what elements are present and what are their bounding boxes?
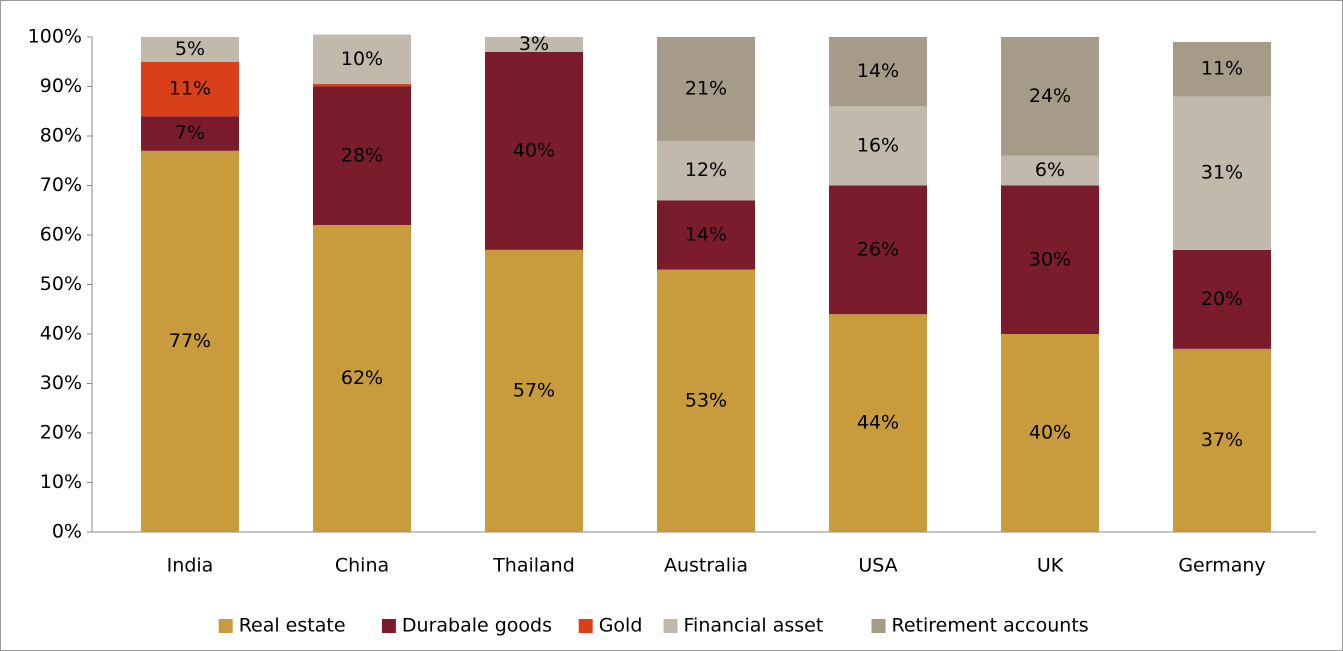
bar-segment bbox=[829, 314, 927, 532]
bar-segment bbox=[1001, 334, 1099, 532]
legend-label: Durabale goods bbox=[402, 615, 552, 637]
bar-segment bbox=[313, 84, 411, 87]
bar-segment bbox=[313, 34, 411, 85]
data-label: 30% bbox=[1029, 248, 1071, 270]
x-tick-label: UK bbox=[1037, 555, 1064, 577]
data-label: 53% bbox=[685, 389, 727, 411]
legend-swatch bbox=[381, 619, 396, 633]
x-tick-label: Thailand bbox=[492, 555, 575, 577]
data-label: 5% bbox=[175, 38, 205, 60]
legend-label: Retirement accounts bbox=[892, 615, 1089, 637]
y-tick-label: 10% bbox=[40, 471, 82, 493]
data-label: 31% bbox=[1201, 162, 1243, 184]
bar-segment bbox=[313, 225, 411, 532]
bar-segment bbox=[141, 116, 239, 151]
bar-segment bbox=[1173, 348, 1271, 532]
data-label: 26% bbox=[857, 238, 899, 260]
y-tick-label: 100% bbox=[28, 26, 82, 48]
bar-segment bbox=[829, 37, 927, 107]
legend-label: Gold bbox=[599, 615, 643, 637]
bar-segment bbox=[657, 200, 755, 270]
y-tick-label: 70% bbox=[40, 174, 82, 196]
bar-segment bbox=[1173, 249, 1271, 349]
data-label: 57% bbox=[513, 379, 555, 401]
bar-segment bbox=[1001, 185, 1099, 334]
bar-segment bbox=[485, 37, 583, 52]
data-label: 24% bbox=[1029, 85, 1071, 107]
bar-segment bbox=[657, 140, 755, 201]
data-label: 40% bbox=[513, 139, 555, 161]
legend-swatch bbox=[218, 619, 233, 633]
x-tick-label: Germany bbox=[1178, 555, 1265, 577]
y-tick-label: 90% bbox=[40, 75, 82, 97]
data-label: 37% bbox=[1201, 429, 1243, 451]
data-label: 40% bbox=[1029, 422, 1071, 444]
data-label: 11% bbox=[1201, 58, 1243, 80]
bar-segment bbox=[657, 37, 755, 141]
legend-label: Real estate bbox=[239, 615, 346, 637]
y-tick-label: 40% bbox=[40, 323, 82, 345]
data-label: 12% bbox=[685, 159, 727, 181]
x-tick-label: China bbox=[335, 555, 389, 577]
data-label: 44% bbox=[857, 412, 899, 434]
bar-segment bbox=[829, 185, 927, 315]
bar-segment bbox=[1173, 96, 1271, 250]
y-tick-label: 80% bbox=[40, 125, 82, 147]
y-tick-label: 0% bbox=[52, 521, 82, 543]
legend-swatch bbox=[871, 619, 886, 633]
x-tick-label: Australia bbox=[664, 555, 748, 577]
bar-segment bbox=[485, 249, 583, 532]
y-tick-label: 60% bbox=[40, 224, 82, 246]
data-label: 14% bbox=[857, 60, 899, 82]
y-tick-label: 50% bbox=[40, 273, 82, 295]
data-label: 21% bbox=[685, 77, 727, 99]
bar-segment bbox=[829, 106, 927, 186]
x-tick-label: USA bbox=[858, 555, 897, 577]
legend-label: Financial asset bbox=[684, 615, 824, 637]
bar-segment bbox=[313, 86, 411, 226]
bar-segment bbox=[1001, 37, 1099, 156]
y-tick-label: 20% bbox=[40, 422, 82, 444]
bar-segment bbox=[1173, 41, 1271, 97]
bar-segment bbox=[485, 51, 583, 250]
legend-swatch bbox=[663, 619, 678, 633]
bar-segment bbox=[141, 61, 239, 117]
bar-segment bbox=[1001, 155, 1099, 186]
data-label: 14% bbox=[685, 224, 727, 246]
data-label: 3% bbox=[519, 33, 549, 55]
data-label: 77% bbox=[169, 330, 211, 352]
y-tick-label: 30% bbox=[40, 372, 82, 394]
bar-segment bbox=[657, 269, 755, 532]
data-label: 16% bbox=[857, 134, 899, 156]
bar-segment bbox=[141, 37, 239, 62]
data-label: 10% bbox=[341, 48, 383, 70]
data-label: 11% bbox=[169, 77, 211, 99]
bar-segment bbox=[141, 150, 239, 532]
data-label: 7% bbox=[175, 122, 205, 144]
data-label: 62% bbox=[341, 367, 383, 389]
legend-swatch bbox=[578, 619, 593, 633]
x-tick-label: India bbox=[167, 555, 214, 577]
data-label: 28% bbox=[341, 144, 383, 166]
data-label: 6% bbox=[1035, 159, 1065, 181]
data-label: 20% bbox=[1201, 288, 1243, 310]
